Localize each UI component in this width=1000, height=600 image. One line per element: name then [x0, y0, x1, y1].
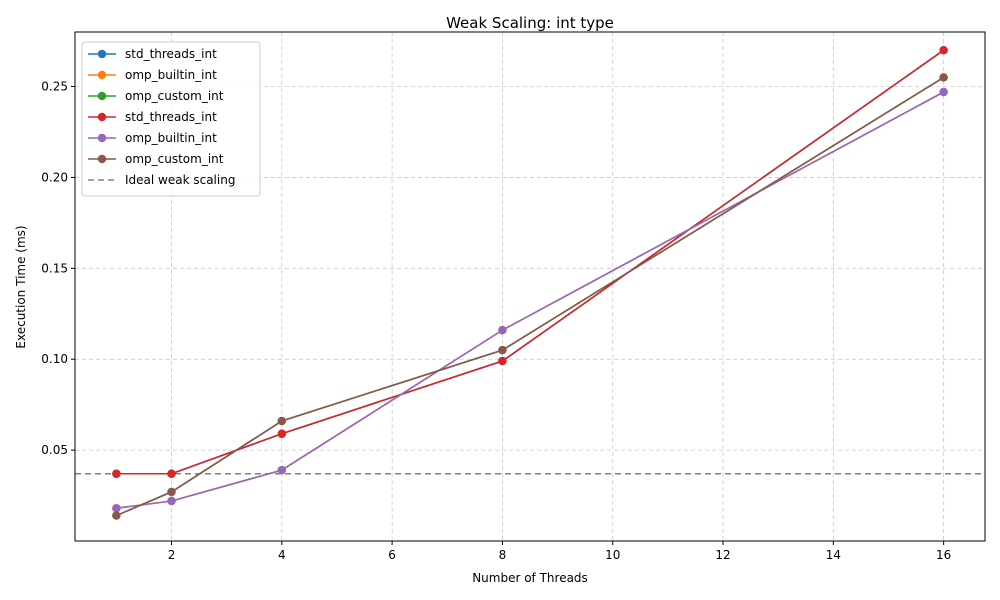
data-point — [112, 504, 121, 513]
data-point — [277, 416, 287, 426]
series-5 — [112, 73, 948, 520]
x-tick-label: 16 — [936, 548, 951, 562]
legend-marker — [97, 154, 107, 164]
series-3 — [112, 45, 948, 478]
legend-marker — [97, 91, 107, 101]
data-point — [939, 87, 948, 97]
plot-area-frame — [74, 31, 986, 542]
x-tick-label: 8 — [499, 548, 507, 562]
legend-label: Ideal weak scaling — [125, 173, 235, 187]
legend-label: std_threads_int — [125, 47, 217, 61]
data-point — [112, 469, 121, 478]
grid — [75, 32, 985, 541]
x-tick-label: 2 — [168, 548, 176, 562]
x-tick-label: 6 — [388, 548, 396, 562]
legend-box — [81, 41, 261, 197]
legend-label: std_threads_int — [125, 110, 217, 124]
data-point — [498, 345, 507, 355]
legend-entry: Ideal weak scaling — [88, 173, 235, 187]
y-axis-label: Execution Time (ms) — [14, 225, 28, 348]
data-point — [167, 487, 176, 497]
legend-marker — [97, 112, 107, 122]
y-axis-ticks: 0.05 0.10 0.15 0.20 0.25 — [41, 80, 75, 457]
legend-label: omp_custom_int — [125, 89, 224, 103]
series-4 — [112, 87, 948, 513]
data-point — [498, 356, 507, 366]
legend-label: omp_custom_int — [125, 152, 224, 166]
legend-entry: omp_builtin_int — [88, 68, 217, 82]
chart-title: Weak Scaling: int type — [446, 14, 614, 32]
legend-marker — [97, 49, 107, 59]
data-point — [277, 465, 287, 475]
legend-marker — [97, 133, 107, 143]
y-tick-label: 0.10 — [41, 352, 68, 366]
data-point — [498, 325, 507, 335]
x-tick-label: 10 — [605, 548, 620, 562]
legend-entry: omp_custom_int — [88, 152, 224, 166]
x-tick-label: 14 — [826, 548, 841, 562]
data-point — [112, 511, 121, 520]
data-point — [939, 73, 948, 82]
x-axis-label: Number of Threads — [472, 571, 588, 585]
data-point — [277, 429, 287, 438]
legend-entry: std_threads_int — [88, 110, 217, 124]
x-tick-label: 12 — [715, 548, 730, 562]
y-tick-label: 0.05 — [41, 443, 68, 457]
x-tick-label: 4 — [278, 548, 286, 562]
x-axis-ticks: 2 4 6 8 10 12 14 16 — [168, 541, 951, 562]
y-tick-label: 0.15 — [41, 261, 68, 275]
data-point — [939, 45, 948, 55]
legend-marker — [97, 70, 107, 80]
data-point — [167, 469, 176, 478]
legend: std_threads_int omp_builtin_int omp_custom… — [81, 41, 261, 197]
series-group — [112, 45, 948, 520]
y-tick-label: 0.25 — [41, 80, 68, 94]
data-point — [167, 496, 176, 506]
legend-label: omp_builtin_int — [125, 68, 217, 82]
legend-entry: omp_builtin_int — [88, 131, 217, 145]
legend-entry: std_threads_int — [88, 47, 217, 61]
y-tick-label: 0.20 — [41, 170, 68, 184]
legend-label: omp_builtin_int — [125, 131, 217, 145]
legend-entry: omp_custom_int — [88, 89, 224, 103]
